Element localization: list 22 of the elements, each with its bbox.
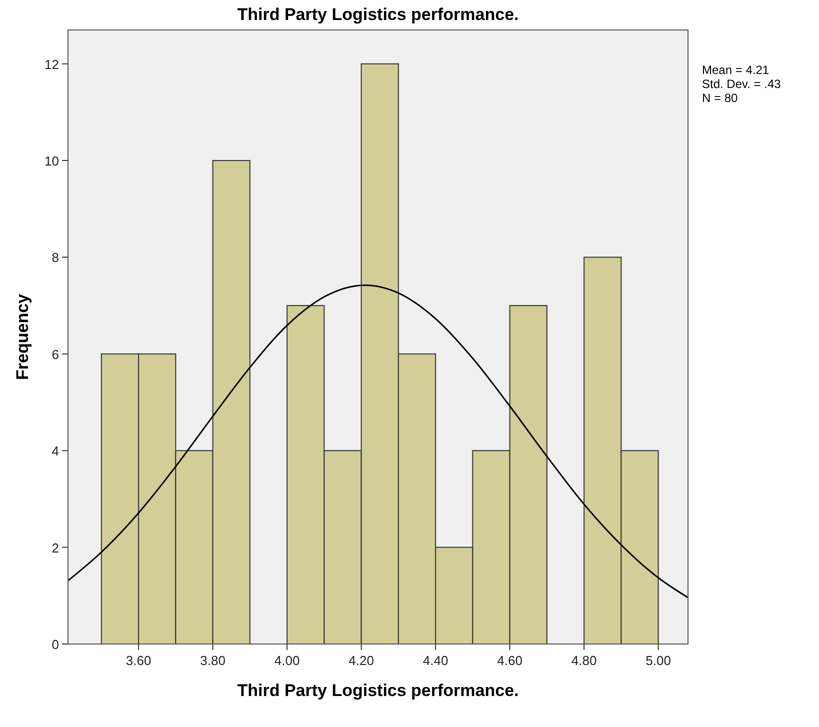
y-tick-label: 0 [52, 637, 59, 652]
x-tick-label: 4.40 [422, 653, 448, 668]
y-tick-label: 6 [52, 346, 59, 362]
chart-title: Third Party Logistics performance. [237, 5, 519, 24]
x-tick-label: 4.60 [497, 653, 522, 668]
x-tick-label: 5.00 [646, 653, 671, 668]
x-axis-title: Third Party Logistics performance. [237, 681, 519, 700]
text: N = 80 [702, 91, 738, 105]
x-tick-label: 3.80 [200, 653, 226, 668]
y-tick-label: 2 [52, 540, 59, 556]
y-tick-label: 10 [44, 154, 59, 169]
text: Std. Dev. = .43 [702, 77, 782, 91]
x-tick-label: 4.20 [348, 653, 374, 668]
y-tick-label: 8 [52, 250, 59, 266]
line-series [68, 284, 688, 598]
x-tick-label: 3.60 [126, 653, 152, 668]
y-tick-label: 4 [52, 444, 59, 459]
text: Mean = 4.21 [702, 63, 770, 77]
x-tick-label: 4.80 [571, 653, 597, 668]
y-tick-label: 12 [44, 56, 59, 72]
y-axis-title: Frequency [13, 293, 32, 380]
x-tick-label: 4.00 [274, 653, 300, 668]
